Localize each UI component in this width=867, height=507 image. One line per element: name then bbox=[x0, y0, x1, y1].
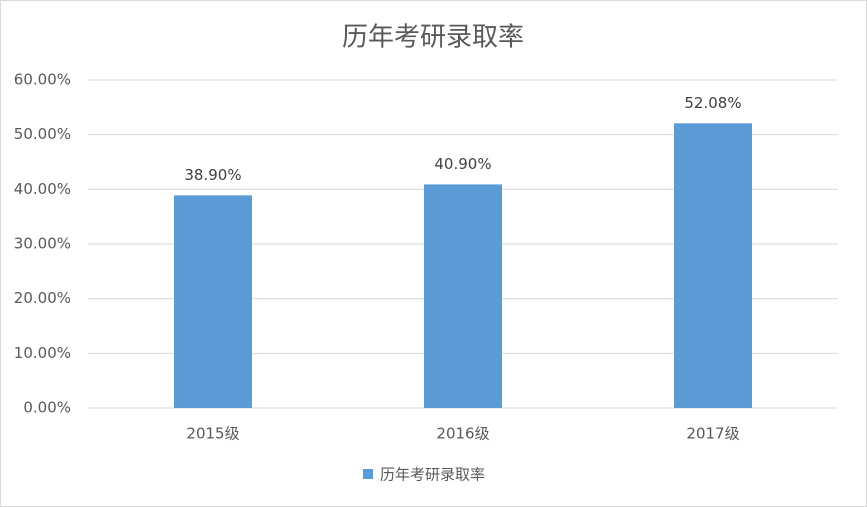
y-tick-label: 0.00% bbox=[23, 399, 71, 417]
bar bbox=[674, 123, 752, 409]
data-label: 40.90% bbox=[434, 155, 491, 173]
chart-title: 历年考研录取率 bbox=[342, 23, 524, 53]
bar bbox=[424, 184, 502, 408]
x-tick-label: 2016级 bbox=[436, 425, 489, 443]
bar bbox=[174, 195, 252, 408]
y-tick-label: 10.00% bbox=[14, 344, 71, 362]
y-tick-label: 50.00% bbox=[14, 125, 71, 143]
y-tick-label: 60.00% bbox=[14, 71, 71, 89]
data-label: 38.90% bbox=[184, 166, 241, 184]
y-tick-label: 20.00% bbox=[14, 289, 71, 307]
legend-label: 历年考研录取率 bbox=[380, 466, 485, 484]
x-tick-label: 2017级 bbox=[686, 425, 739, 443]
data-label: 52.08% bbox=[684, 94, 741, 112]
y-tick-label: 30.00% bbox=[14, 235, 71, 253]
legend-swatch bbox=[363, 469, 373, 479]
y-tick-label: 40.00% bbox=[14, 180, 71, 198]
x-tick-label: 2015级 bbox=[186, 425, 239, 443]
